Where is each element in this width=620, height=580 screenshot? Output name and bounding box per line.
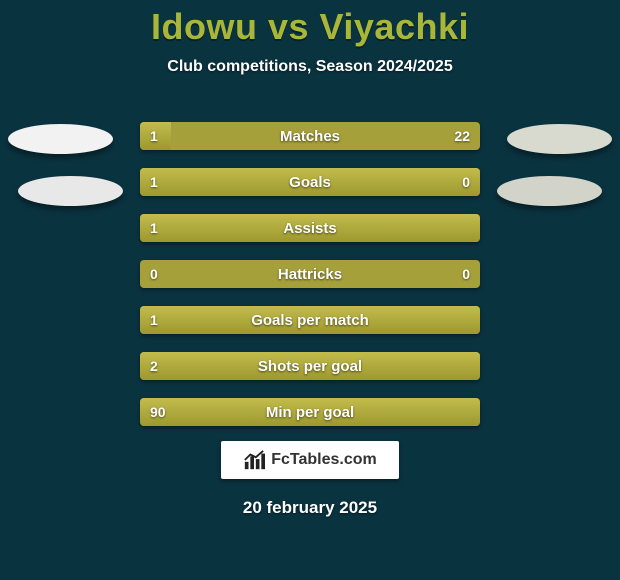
stat-value-left: 1 xyxy=(150,306,158,334)
site-logo: FcTables.com xyxy=(221,441,399,479)
stat-row-goals: 1 Goals 0 xyxy=(140,168,480,196)
stat-row-matches: 1 Matches 22 xyxy=(140,122,480,150)
stat-value-left: 90 xyxy=(150,398,166,426)
stat-row-hattricks: 0 Hattricks 0 xyxy=(140,260,480,288)
stat-value-right: 0 xyxy=(462,168,470,196)
site-logo-text: FcTables.com xyxy=(271,451,377,469)
stat-fill-left xyxy=(140,168,405,196)
stat-fill-left xyxy=(140,306,480,334)
stat-value-right: 22 xyxy=(454,122,470,150)
stat-row-goals-per-match: 1 Goals per match xyxy=(140,306,480,334)
page-subtitle: Club competitions, Season 2024/2025 xyxy=(0,58,620,76)
player-photo-right-2 xyxy=(497,176,602,206)
stats-bars: 1 Matches 22 1 Goals 0 1 Assists 0 Hattr… xyxy=(140,122,480,444)
stat-row-assists: 1 Assists xyxy=(140,214,480,242)
stat-label: Matches xyxy=(140,122,480,150)
player-photo-left-1 xyxy=(8,124,113,154)
page-title: Idowu vs Viyachki xyxy=(0,0,620,48)
stat-value-left: 1 xyxy=(150,168,158,196)
stat-label: Hattricks xyxy=(140,260,480,288)
footer-date: 20 february 2025 xyxy=(0,498,620,518)
stat-row-shots-per-goal: 2 Shots per goal xyxy=(140,352,480,380)
stat-value-left: 2 xyxy=(150,352,158,380)
stat-value-left: 1 xyxy=(150,214,158,242)
player-photo-right-1 xyxy=(507,124,612,154)
stat-fill-left xyxy=(140,352,480,380)
stat-row-min-per-goal: 90 Min per goal xyxy=(140,398,480,426)
stat-value-right: 0 xyxy=(462,260,470,288)
player-photo-left-2 xyxy=(18,176,123,206)
stat-value-left: 1 xyxy=(150,122,158,150)
stat-value-left: 0 xyxy=(150,260,158,288)
bar-chart-icon xyxy=(243,449,265,471)
stat-fill-left xyxy=(140,398,480,426)
stat-fill-left xyxy=(140,214,480,242)
